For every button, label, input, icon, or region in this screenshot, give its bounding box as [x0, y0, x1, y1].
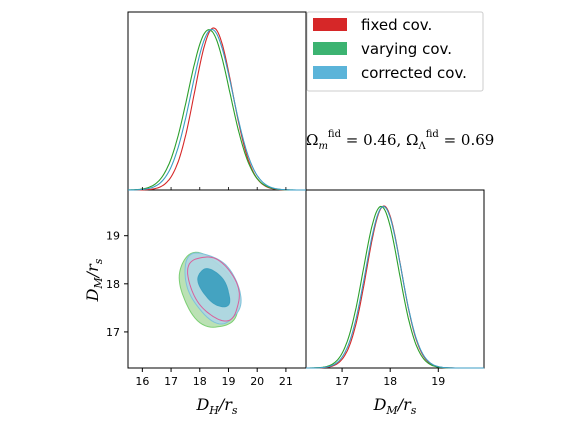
contour-layer: [178, 251, 242, 328]
legend-label: varying cov.: [361, 40, 452, 58]
x-tick-label-dh: 16: [135, 375, 149, 388]
contour-fixed-cov--95pct: [187, 256, 240, 322]
marginal-fixed-cov: [128, 27, 306, 191]
x-tick-label-dh: 17: [164, 375, 178, 388]
y-axis-label-dm: DM/rs: [83, 258, 105, 302]
x-tick-label-dh: 20: [250, 375, 264, 388]
tick-layer: 16 17 18 19 20 21 17 18 19 17 18 19: [106, 187, 445, 388]
x-tick-label-dm: 18: [383, 375, 397, 388]
y-tick-label-dm: 17: [106, 326, 120, 339]
legend-box: [306, 11, 484, 92]
dm-marginal-curves: [306, 205, 484, 369]
legend-label: corrected cov.: [361, 64, 467, 82]
legend-swatch: [313, 66, 347, 79]
x-tick-label-dh: 18: [193, 375, 207, 388]
legend-label: fixed cov.: [361, 16, 432, 34]
legend-swatch: [313, 18, 347, 31]
x-tick-label-dm: 19: [431, 375, 445, 388]
x-axis-label-dm: DM/rs: [373, 395, 417, 417]
x-tick-label-dh: 21: [279, 375, 293, 388]
y-tick-label-dm: 19: [106, 230, 120, 243]
marginal-fixed-cov: [306, 205, 484, 369]
marginal-varying-cov: [128, 29, 306, 191]
dh-marginal-curves: [127, 27, 306, 191]
marginal-varying-cov: [306, 205, 484, 369]
contour-corrected-cov--68pct: [197, 268, 231, 308]
legend-swatch: [313, 42, 347, 55]
marginal-corrected-cov: [306, 205, 484, 369]
dm-marginal-panel: [305, 189, 485, 369]
x-tick-label-dm: 17: [335, 375, 349, 388]
marginal-corrected-cov: [127, 28, 306, 191]
dh-marginal-panel: [127, 11, 307, 191]
x-tick-label-dh: 19: [221, 375, 235, 388]
legend: fixed cov. varying cov. corrected cov.: [306, 11, 484, 92]
y-tick-label-dm: 18: [106, 278, 120, 291]
fiducial-cosmology-annotation: Ωmfid = 0.46, ΩΛfid = 0.69: [306, 129, 494, 152]
x-axis-label-dh: DH/rs: [195, 395, 237, 417]
